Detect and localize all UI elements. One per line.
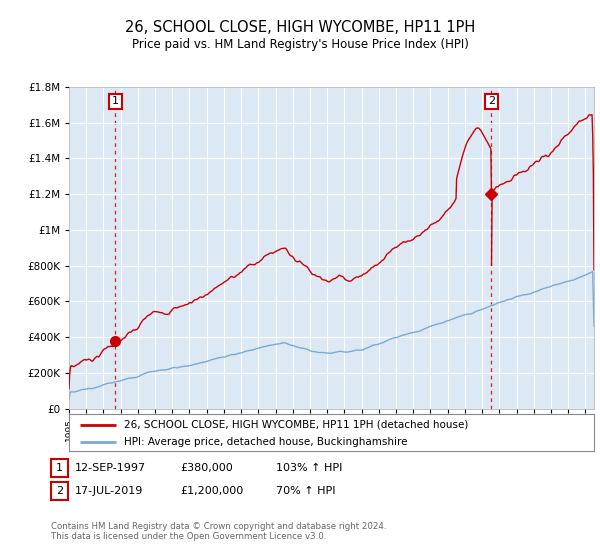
Text: 2: 2: [56, 486, 63, 496]
Text: 1: 1: [112, 96, 119, 106]
Text: 2: 2: [488, 96, 495, 106]
Text: 103% ↑ HPI: 103% ↑ HPI: [276, 463, 343, 473]
Text: HPI: Average price, detached house, Buckinghamshire: HPI: Average price, detached house, Buck…: [124, 437, 407, 447]
Text: Contains HM Land Registry data © Crown copyright and database right 2024.
This d: Contains HM Land Registry data © Crown c…: [51, 522, 386, 542]
Text: 26, SCHOOL CLOSE, HIGH WYCOMBE, HP11 1PH (detached house): 26, SCHOOL CLOSE, HIGH WYCOMBE, HP11 1PH…: [124, 419, 469, 430]
Text: 70% ↑ HPI: 70% ↑ HPI: [276, 486, 335, 496]
Text: 26, SCHOOL CLOSE, HIGH WYCOMBE, HP11 1PH: 26, SCHOOL CLOSE, HIGH WYCOMBE, HP11 1PH: [125, 20, 475, 35]
Text: Price paid vs. HM Land Registry's House Price Index (HPI): Price paid vs. HM Land Registry's House …: [131, 38, 469, 51]
Text: 12-SEP-1997: 12-SEP-1997: [75, 463, 146, 473]
Text: £1,200,000: £1,200,000: [180, 486, 243, 496]
Text: 17-JUL-2019: 17-JUL-2019: [75, 486, 143, 496]
Text: 1: 1: [56, 463, 63, 473]
Text: £380,000: £380,000: [180, 463, 233, 473]
